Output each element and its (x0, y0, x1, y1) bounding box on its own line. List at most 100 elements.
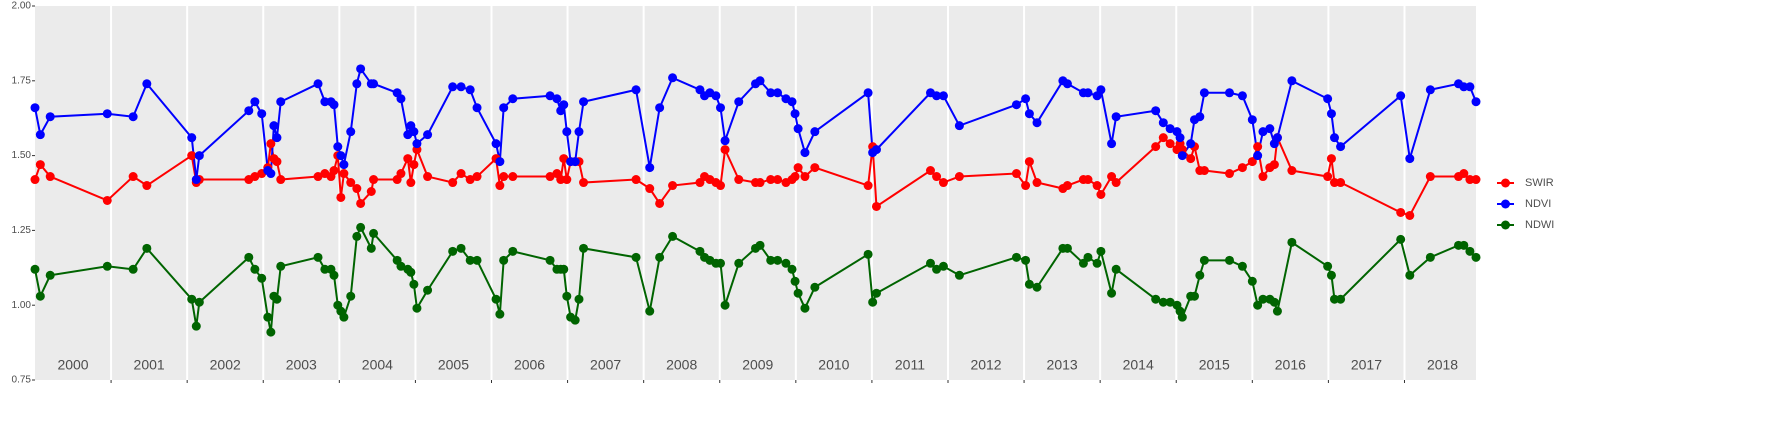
data-point (954, 172, 964, 182)
data-point (339, 169, 349, 179)
data-point (495, 309, 505, 319)
data-point (102, 261, 112, 271)
data-point (266, 169, 276, 179)
data-point (1024, 157, 1034, 167)
data-point (1096, 189, 1106, 199)
data-point (499, 255, 509, 265)
data-point (45, 270, 55, 280)
data-point (499, 103, 509, 113)
data-point (1083, 252, 1093, 262)
data-point (1186, 154, 1196, 164)
data-point (272, 157, 282, 167)
data-point (810, 282, 820, 292)
data-point (579, 178, 589, 188)
data-point (508, 94, 518, 104)
data-point (508, 172, 518, 182)
data-point (871, 145, 881, 155)
data-point (734, 175, 744, 185)
data-point (102, 109, 112, 119)
year-label: 2004 (362, 357, 393, 373)
data-point (545, 91, 555, 101)
data-point (790, 109, 800, 119)
data-point (352, 231, 362, 241)
data-point (773, 88, 783, 98)
data-point (1062, 243, 1072, 253)
data-point (1253, 300, 1263, 310)
legend-label: NDVI (1525, 198, 1551, 210)
data-point (1175, 133, 1185, 143)
data-point (1336, 178, 1346, 188)
y-tick-label: 0.75 (12, 375, 32, 386)
data-point (954, 270, 964, 280)
data-point (787, 264, 797, 274)
data-point (412, 139, 422, 149)
data-point (1405, 270, 1415, 280)
data-point (1011, 100, 1021, 110)
data-point (1471, 175, 1481, 185)
data-point (938, 178, 948, 188)
data-point (1195, 112, 1205, 122)
year-label: 2014 (1123, 357, 1154, 373)
data-point (1336, 294, 1346, 304)
data-point (734, 97, 744, 107)
data-point (1177, 151, 1187, 161)
data-point (356, 64, 366, 74)
data-point (1186, 139, 1196, 149)
data-point (1237, 163, 1247, 173)
data-point (655, 103, 665, 113)
data-point (863, 88, 873, 98)
data-point (194, 297, 204, 307)
data-point (465, 175, 475, 185)
data-point (559, 264, 569, 274)
data-point (871, 288, 881, 298)
data-point (142, 243, 152, 253)
legend-marker (1501, 220, 1510, 230)
data-point (456, 243, 466, 253)
data-point (142, 181, 152, 191)
data-point (1465, 246, 1475, 256)
data-point (793, 163, 803, 173)
data-point (773, 255, 783, 265)
data-point (1158, 118, 1168, 128)
data-point (356, 222, 366, 232)
data-point (1011, 252, 1021, 262)
data-point (495, 181, 505, 191)
data-point (1326, 270, 1336, 280)
data-point (1024, 109, 1034, 119)
data-point (266, 139, 276, 149)
data-point (1021, 255, 1031, 265)
data-point (1083, 175, 1093, 185)
data-point (448, 246, 458, 256)
data-point (1265, 124, 1275, 134)
year-label: 2015 (1199, 357, 1230, 373)
data-point (766, 175, 776, 185)
panel (35, 6, 1476, 380)
data-point (102, 195, 112, 205)
data-point (329, 270, 339, 280)
data-point (456, 82, 466, 92)
data-point (409, 127, 419, 137)
data-point (1224, 255, 1234, 265)
y-tick-label: 1.50 (12, 150, 32, 161)
data-point (336, 151, 346, 161)
data-point (1247, 276, 1257, 286)
data-point (1107, 139, 1117, 149)
data-point (734, 258, 744, 268)
data-point (472, 103, 482, 113)
year-label: 2002 (210, 357, 241, 373)
data-point (1032, 282, 1042, 292)
data-point (1096, 85, 1106, 95)
data-point (266, 327, 276, 337)
data-point (766, 88, 776, 98)
data-point (1272, 306, 1282, 316)
data-point (925, 166, 935, 176)
data-point (250, 97, 260, 107)
data-point (1083, 88, 1093, 98)
data-point (1195, 270, 1205, 280)
year-label: 2003 (286, 357, 317, 373)
year-label: 2013 (1047, 357, 1078, 373)
data-point (810, 127, 820, 137)
data-point (1253, 142, 1263, 152)
data-point (263, 312, 273, 322)
data-point (1199, 88, 1209, 98)
